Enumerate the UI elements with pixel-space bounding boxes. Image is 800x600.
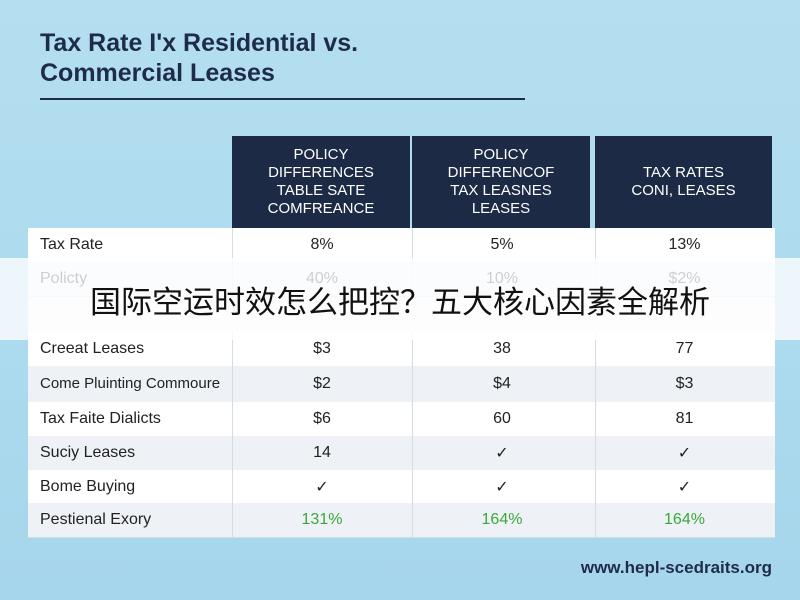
table-row: Tax Rate 8% 5% 13% (28, 228, 775, 263)
header-line: LEASES (471, 200, 531, 217)
title-line: Tax Rate I'x Residential vs. (40, 29, 359, 57)
cell-value: $6 (232, 402, 411, 436)
cell-value: 60 (412, 402, 591, 436)
cell-value: 8% (232, 228, 411, 262)
column-header: POLICY DIFFERENCOF TAX LEASNES LEASES (412, 136, 590, 228)
header-line: POLICY (293, 146, 349, 163)
table-row: Tax Faite Dialicts $6 60 81 (28, 402, 775, 437)
cell-value: ✓ (595, 436, 773, 470)
cell-value: 164% (412, 503, 591, 537)
footer-url: www.hepl-scedraits.org (580, 558, 772, 577)
cell-value: 5% (412, 228, 591, 262)
row-label: Tax Faite Dialicts (40, 410, 161, 427)
title-rule (40, 98, 525, 100)
column-header: TAX RATES CONI, LEASES (595, 136, 772, 228)
cell-value: $3 (595, 366, 773, 402)
table-row: Come Pluinting Commoure $2 $4 $3 (28, 366, 775, 403)
header-line: TAX LEASNES (450, 182, 552, 199)
cell-value: ✓ (232, 470, 411, 503)
table-row: Bome Buying ✓ ✓ ✓ (28, 470, 775, 504)
row-label: Pestienal Exory (40, 511, 152, 528)
header-line: TAX RATES (642, 164, 725, 181)
cell-value: ✓ (412, 436, 591, 470)
header-line: DIFFERENCES (268, 164, 374, 181)
title: Tax Rate I'x Residential vs. Commercial … (40, 28, 358, 88)
cell-value: 38 (412, 331, 591, 366)
row-label: Creeat Leases (40, 339, 145, 357)
cell-value: 131% (232, 503, 411, 537)
header-line: POLICY (473, 146, 529, 163)
banner: 国际空运时效怎么把控？五大核心因素全解析 (0, 258, 800, 340)
cell-value: ✓ (595, 470, 773, 503)
header-line: TABLE SATE (276, 182, 366, 199)
column-header: POLICY DIFFERENCES TABLE SATE COMFREANCE (232, 136, 410, 228)
table-row: Pestienal Exory 131% 164% 164% (28, 503, 775, 538)
table-row: Suciy Leases 14 ✓ ✓ (28, 436, 775, 471)
header-line: CONI, LEASES (631, 182, 736, 199)
row-label: Come Pluinting Commoure (40, 375, 221, 392)
row-label: Bome Buying (40, 477, 136, 495)
cell-value: $2 (232, 366, 411, 402)
header-line: DIFFERENCOF (447, 164, 555, 181)
cell-value: 77 (595, 331, 773, 366)
cell-value: $3 (232, 331, 411, 366)
cell-value: 13% (595, 228, 773, 262)
header-line: COMFREANCE (267, 200, 375, 217)
row-label: Tax Rate (40, 236, 104, 253)
cell-value: 164% (595, 503, 773, 537)
cell-value: $4 (412, 366, 591, 402)
title-line: Commercial Leases (40, 59, 275, 87)
cell-value: 14 (232, 436, 411, 470)
cell-value: 81 (595, 402, 773, 436)
row-label: Suciy Leases (40, 444, 136, 461)
cell-value: ✓ (412, 470, 591, 503)
